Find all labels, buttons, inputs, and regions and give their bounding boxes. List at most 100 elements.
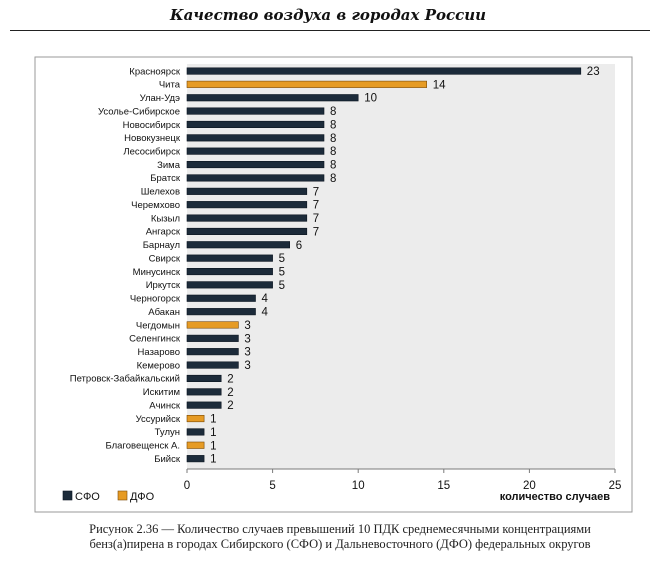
bar-19 [186, 308, 256, 316]
value-label: 23 [587, 66, 600, 78]
value-label: 2 [227, 400, 233, 412]
x-tick-label: 15 [437, 480, 450, 492]
value-label: 5 [279, 253, 285, 265]
bar-5 [186, 120, 325, 128]
value-label: 1 [210, 454, 216, 466]
x-axis-label: количество случаев [500, 491, 611, 503]
bar-12 [186, 214, 308, 222]
bars-group [186, 67, 582, 463]
bar-chart: Красноярск Чита Улан-Удэ Усолье-Сибирское Но… [34, 56, 633, 513]
category-label: Улан-Удэ [140, 93, 181, 104]
caption-line-2: бенз(а)пирена в городах Сибирского (СФО)… [89, 537, 591, 551]
category-label: Бийск [154, 454, 181, 465]
category-label: Тулун [155, 427, 180, 438]
category-label: Барнаул [143, 240, 180, 251]
value-label: 1 [210, 440, 216, 452]
value-label: 3 [244, 320, 250, 332]
x-tick-label: 10 [352, 480, 365, 492]
bar-17 [186, 281, 273, 289]
category-label: Искитим [143, 387, 180, 398]
legend-swatch-1 [62, 490, 73, 501]
value-label: 14 [433, 79, 446, 91]
value-label: 5 [279, 280, 285, 292]
bar-20 [186, 321, 239, 329]
caption-line-1: Рисунок 2.36 — Количество случаев превыш… [89, 522, 591, 536]
value-label: 2 [227, 373, 233, 385]
value-label: 8 [330, 120, 336, 132]
value-label: 1 [210, 414, 216, 426]
category-labels: Красноярск Чита Улан-Удэ Усолье-Сибирское Но… [70, 66, 181, 465]
value-label: 2 [227, 387, 233, 399]
bar-3 [186, 94, 359, 102]
x-tick-label: 25 [609, 480, 622, 492]
category-label: Усолье-Сибирское [98, 106, 180, 117]
category-label: Уссурийск [136, 414, 181, 425]
bar-8 [186, 161, 325, 169]
value-label: 7 [313, 226, 319, 238]
value-label: 3 [244, 333, 250, 345]
value-label: 4 [262, 293, 269, 305]
category-label: Красноярск [129, 66, 181, 77]
bar-2 [186, 80, 427, 88]
category-label: Новокузнецк [124, 133, 181, 144]
bar-30 [186, 455, 205, 463]
legend-label-2: ДФО [130, 491, 155, 503]
x-tick-label: 5 [269, 480, 275, 492]
value-label: 3 [244, 347, 250, 359]
category-label: Черногорск [130, 294, 181, 305]
value-label: 3 [244, 360, 250, 372]
bar-1 [186, 67, 582, 75]
page-header: Качество воздуха в городах России [169, 6, 487, 24]
legend-label-1: СФО [75, 491, 100, 503]
value-label: 5 [279, 267, 285, 279]
category-label: Кызыл [151, 213, 180, 224]
bar-13 [186, 227, 308, 235]
bar-27 [186, 414, 205, 423]
category-label: Свирск [149, 253, 181, 264]
legend: СФО ДФО [62, 490, 155, 503]
category-label: Новосибирск [123, 120, 181, 131]
category-label: Назарово [138, 347, 180, 358]
category-label: Братск [150, 173, 181, 184]
value-label: 8 [330, 146, 336, 158]
figure-caption: Рисунок 2.36 — Количество случаев превыш… [60, 522, 620, 552]
bar-28 [186, 428, 205, 436]
legend-swatch-2 [117, 490, 128, 501]
category-label: Чита [159, 80, 181, 91]
category-label: Иркутск [146, 280, 181, 291]
x-tick-label: 20 [523, 480, 536, 492]
bar-4 [186, 107, 325, 115]
category-label: Зима [157, 160, 181, 171]
header-rule [10, 30, 650, 31]
value-label: 8 [330, 160, 336, 172]
value-label: 7 [313, 200, 319, 212]
category-label: Ачинск [149, 401, 181, 412]
bar-22 [186, 348, 239, 356]
plot-area [187, 64, 615, 469]
value-label: 7 [313, 213, 319, 225]
bar-21 [186, 334, 239, 342]
bar-29 [186, 441, 205, 449]
bar-15 [186, 254, 273, 262]
bar-9 [186, 174, 325, 182]
category-label: Чегдомын [136, 320, 180, 331]
bar-6 [186, 134, 325, 142]
category-label: Минусинск [133, 267, 181, 278]
category-label: Лесосибирск [123, 147, 180, 158]
bar-10 [186, 187, 308, 195]
value-label: 8 [330, 133, 336, 145]
value-label: 8 [330, 106, 336, 118]
category-label: Черемхово [131, 200, 180, 211]
value-label: 1 [210, 427, 216, 439]
bar-25 [186, 388, 222, 396]
category-label: Кемерово [137, 360, 180, 371]
value-label: 6 [296, 240, 302, 252]
category-label: Селенгинск [129, 334, 181, 345]
bar-23 [186, 361, 239, 369]
category-label: Благовещенск А. [106, 441, 180, 452]
x-tick-label: 0 [184, 480, 190, 492]
category-label: Шелехов [141, 187, 180, 198]
value-label: 8 [330, 173, 336, 185]
category-label: Абакан [148, 307, 180, 318]
